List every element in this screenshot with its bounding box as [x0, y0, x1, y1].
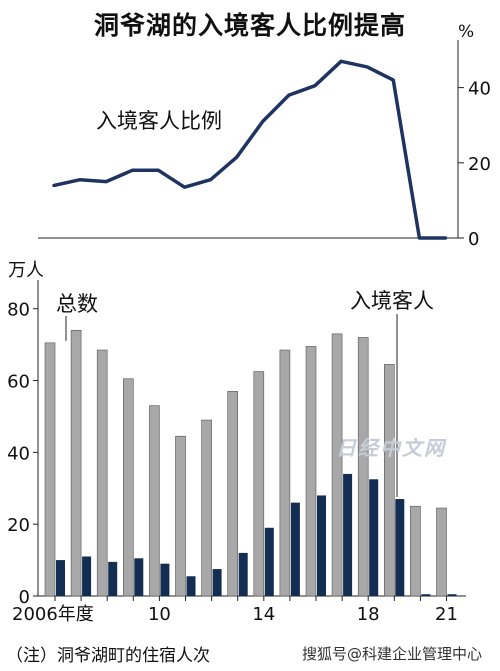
x-tick-label: 21 — [435, 604, 458, 625]
inbound-bar — [134, 558, 144, 596]
total-bar — [123, 378, 134, 597]
inbound-bar — [238, 552, 248, 596]
total-bar — [70, 329, 82, 597]
inbound-bar — [82, 556, 92, 596]
chart-title: 洞爷湖的入境客人比例提高 — [93, 11, 406, 40]
total-bar — [201, 419, 212, 597]
total-bar — [44, 342, 56, 597]
bottom-y-tick-label: 0 — [19, 587, 30, 608]
inbound-bar — [343, 473, 353, 596]
ratio-series-label: 入境客人比例 — [96, 109, 222, 133]
total-bar — [305, 346, 317, 597]
x-tick-label: 10 — [148, 604, 171, 625]
inbound-bar — [264, 527, 274, 596]
x-tick-label: 18 — [357, 604, 380, 625]
inbound-bar — [108, 561, 118, 596]
total-bar — [96, 349, 108, 597]
bottom-y-tick-label: 20 — [7, 515, 30, 536]
total-bar — [357, 337, 369, 597]
total-bar — [436, 507, 447, 597]
x-tick-label: 14 — [252, 604, 275, 625]
total-bar — [279, 349, 291, 597]
bottom-y-unit: 万人 — [8, 260, 44, 281]
total-bar — [227, 391, 238, 597]
inbound-bar — [56, 560, 65, 596]
inbound-bar — [317, 495, 326, 596]
inbound-bar — [290, 502, 300, 596]
footnote: （注）洞爷湖町的住宿人次 — [6, 646, 210, 666]
bottom-y-tick-label: 40 — [7, 443, 30, 464]
bottom-y-tick-label: 80 — [7, 300, 30, 321]
total-bar — [149, 405, 160, 597]
inbound-bar — [395, 499, 405, 596]
top-y-tick-label: 20 — [468, 154, 491, 175]
inbound-bar — [212, 569, 222, 596]
total-bar — [175, 435, 186, 597]
inbound-bar — [447, 594, 457, 596]
inbound-bar — [369, 479, 379, 596]
x-tick-label: 2006年度 — [12, 604, 94, 625]
total-bar — [383, 364, 395, 597]
top-y-unit: % — [458, 22, 475, 42]
watermark-middle: 日经中文网 — [336, 436, 446, 460]
bottom-y-tick-label: 60 — [7, 372, 30, 393]
inbound-bar — [160, 563, 170, 596]
inbound-bar — [421, 594, 431, 596]
top-y-tick-label: 0 — [468, 229, 479, 250]
total-bar — [253, 371, 265, 597]
top-y-tick-label: 40 — [468, 79, 491, 100]
ratio-line — [52, 59, 448, 240]
total-bar — [331, 333, 343, 597]
legend-total-label: 总数 — [56, 292, 98, 316]
total-bar — [410, 505, 421, 597]
source-watermark: 搜狐号@科建企业管理中心 — [302, 645, 483, 663]
legend-inbound-label: 入境客人 — [350, 289, 434, 313]
inbound-bar — [186, 576, 196, 596]
